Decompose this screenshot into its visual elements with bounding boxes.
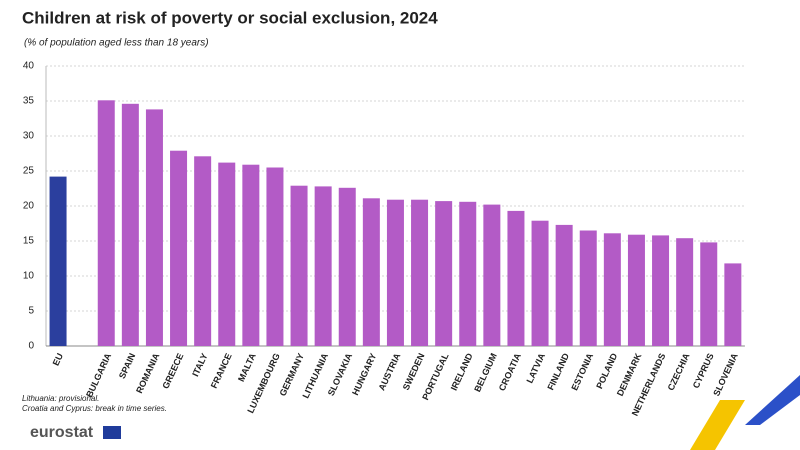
bar [218, 162, 236, 346]
note: Lithuania: provisional. [22, 394, 99, 403]
chart-title: Children at risk of poverty or social ex… [22, 8, 438, 27]
bar [97, 100, 115, 346]
decor-stripe [745, 375, 800, 425]
x-tick-label: ROMANIA [134, 351, 161, 395]
x-tick-label: HUNGARY [350, 352, 378, 397]
x-tick-label: EU [51, 352, 65, 368]
x-tick-label: GREECE [160, 352, 185, 391]
y-tick-label: 0 [28, 341, 34, 352]
x-tick-label: CROATIA [497, 351, 523, 392]
x-tick-label: SLOVENIA [711, 351, 740, 397]
bar [314, 186, 332, 346]
bar [579, 230, 597, 346]
bar [242, 164, 260, 346]
x-tick-label: LATVIA [524, 351, 547, 385]
x-tick-label: ITALY [190, 352, 209, 378]
bar [170, 150, 188, 346]
eu-flag [103, 426, 121, 439]
y-tick-label: 20 [23, 201, 35, 212]
x-tick-label: POLAND [594, 351, 619, 390]
x-tick-label: MALTA [236, 351, 258, 383]
chart-subtitle: (% of population aged less than 18 years… [24, 38, 209, 49]
bar [266, 167, 284, 346]
bar [700, 242, 718, 346]
y-tick-label: 35 [23, 96, 35, 107]
decor-stripe [690, 400, 745, 450]
y-tick-label: 10 [23, 271, 35, 282]
x-tick-label: SPAIN [117, 352, 137, 381]
bar [121, 103, 139, 346]
x-tick-label: CZECHIA [666, 351, 692, 392]
brand-logo: eurostat [30, 424, 94, 441]
x-tick-label: CYPRUS [691, 352, 716, 390]
bar [627, 234, 645, 346]
bar [435, 201, 453, 346]
x-tick-label: BULGARIA [84, 351, 113, 399]
bar [194, 156, 212, 346]
bar [603, 233, 621, 346]
bar [411, 199, 429, 346]
bar [676, 238, 694, 346]
bar [145, 109, 163, 347]
bar [49, 176, 67, 346]
bar [290, 185, 308, 346]
x-tick-label: ESTONIA [569, 351, 595, 392]
x-tick-label: FINLAND [545, 351, 571, 391]
bar [386, 199, 404, 346]
bar [555, 224, 573, 346]
x-tick-label: IRELAND [449, 351, 475, 392]
x-tick-label: AUSTRIA [376, 351, 402, 392]
bar [338, 187, 356, 346]
bar [507, 210, 525, 346]
note: Croatia and Cyprus: break in time series… [22, 404, 167, 413]
bar [483, 204, 501, 346]
x-tick-label: SWEDEN [401, 352, 427, 392]
x-tick-label: FRANCE [209, 352, 234, 390]
notes: Lithuania: provisional.Croatia and Cypru… [22, 394, 167, 413]
y-tick-label: 30 [23, 131, 35, 142]
y-tick-label: 15 [23, 236, 35, 247]
bar [652, 235, 670, 346]
bar [531, 220, 549, 346]
bar [459, 201, 477, 346]
y-tick-label: 25 [23, 166, 35, 177]
x-tick-label: BELGIUM [472, 352, 499, 394]
y-tick-label: 5 [28, 306, 34, 317]
bar [724, 263, 742, 346]
bar [362, 198, 380, 346]
y-tick-label: 40 [23, 61, 35, 72]
x-tick-label: GERMANY [278, 352, 307, 398]
